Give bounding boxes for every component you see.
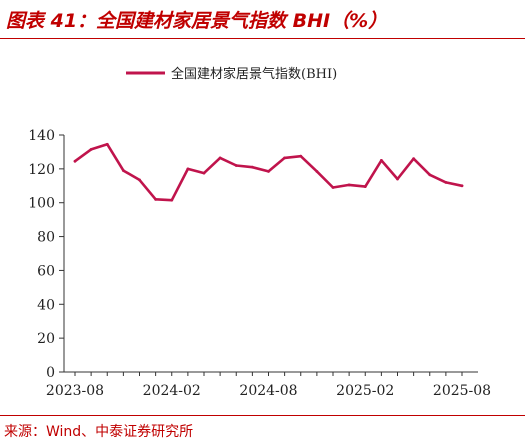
- y-tick-label: 60: [37, 263, 55, 279]
- data-point: [396, 177, 399, 181]
- source-rule: [0, 415, 525, 416]
- data-point: [283, 156, 287, 160]
- figure-title: 图表 41：全国建材家居景气指数 BHI（%）: [6, 10, 388, 32]
- y-tick-label: 80: [37, 230, 55, 246]
- data-point: [460, 184, 464, 188]
- y-tick-label: 120: [28, 162, 55, 178]
- data-point: [202, 171, 206, 175]
- legend: 全国建材家居景气指数(BHI): [126, 66, 337, 82]
- data-point: [444, 181, 448, 184]
- y-tick-label: 0: [46, 365, 55, 381]
- data-point: [347, 183, 351, 187]
- data-point: [186, 167, 190, 171]
- axes: 0 20 40 60 80 100 120 140 2023-08 2024-02 2024-08 2…: [28, 128, 491, 399]
- data-point: [331, 186, 335, 189]
- data-point: [89, 147, 93, 151]
- x-tick-label: 2024-08: [239, 383, 297, 399]
- data-point: [170, 198, 174, 202]
- data-point: [379, 158, 383, 162]
- x-tick-label: 2025-08: [433, 383, 491, 399]
- title-rule: [0, 38, 525, 39]
- y-tick-label: 40: [37, 297, 55, 313]
- data-point: [299, 154, 303, 158]
- x-tick-label: 2023-08: [46, 383, 104, 399]
- data-point: [121, 169, 125, 172]
- data-point: [105, 142, 109, 146]
- data-point: [267, 169, 270, 173]
- data-point: [363, 185, 367, 189]
- data-point: [250, 165, 254, 169]
- series-layer: [73, 142, 464, 202]
- y-tick-label: 140: [28, 128, 55, 144]
- y-tick-label: 100: [28, 196, 55, 212]
- data-point: [412, 157, 416, 161]
- data-point: [73, 159, 77, 163]
- data-point: [218, 156, 222, 160]
- data-point: [154, 197, 158, 201]
- data-point: [138, 178, 141, 182]
- source-note: 来源：Wind、中泰证券研究所: [4, 424, 194, 440]
- data-point: [315, 169, 319, 173]
- data-point: [234, 164, 238, 167]
- data-point: [428, 173, 432, 177]
- x-tick-label: 2025-02: [336, 383, 394, 399]
- x-tick-label: 2024-02: [143, 383, 201, 399]
- legend-label: 全国建材家居景气指数(BHI): [171, 66, 337, 82]
- y-tick-label: 20: [37, 331, 55, 347]
